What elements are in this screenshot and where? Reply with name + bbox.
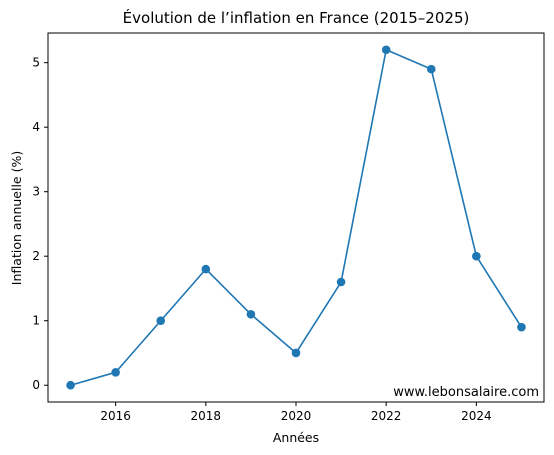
series-line-0: [70, 48, 523, 386]
data-point-2017: [156, 316, 166, 326]
y-tick-label-1: 1: [32, 314, 40, 328]
plot-frame: [47, 32, 545, 403]
y-tick-label-5: 5: [32, 56, 40, 70]
y-tick-label-4: 4: [32, 120, 40, 134]
data-point-2022: [381, 45, 391, 55]
axes: 2016 2018 2020 2022 2024 0 1 2 3 4 5: [32, 32, 545, 423]
x-tick-label-2020: 2020: [281, 409, 312, 423]
data-point-2015: [66, 380, 75, 390]
watermark-annotation: www.lebonsalaire.com: [393, 385, 539, 400]
y-tick-label-2: 2: [32, 249, 40, 263]
x-tick-label-2024: 2024: [461, 409, 492, 423]
x-tick-label-2022: 2022: [371, 409, 402, 423]
chart-title: Évolution de l’inflation en France (2015…: [123, 8, 470, 27]
data-point-2023: [426, 64, 436, 74]
x-tick-label-2018: 2018: [191, 409, 222, 423]
data-point-2018: [201, 264, 211, 274]
y-axis-title: Inflation annuelle (%): [9, 151, 24, 285]
data-point-2024: [472, 251, 481, 261]
x-tick-label-2016: 2016: [100, 409, 131, 423]
x-axis-title: Années: [273, 430, 319, 445]
data-point-2016: [111, 368, 120, 377]
data-point-2021: [336, 277, 346, 287]
data-point-2025: [517, 322, 526, 332]
y-tick-label-3: 3: [32, 185, 40, 199]
plot-area: [66, 45, 526, 390]
data-point-2020: [291, 348, 301, 358]
y-tick-label-0: 0: [32, 378, 40, 392]
data-point-2019: [246, 309, 256, 319]
